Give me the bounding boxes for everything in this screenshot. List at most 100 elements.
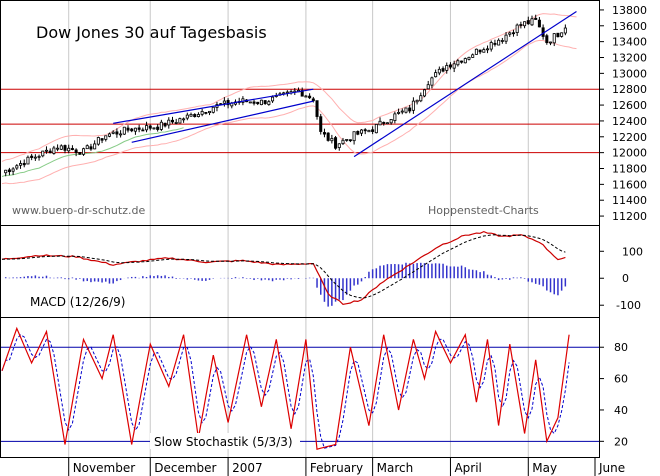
candle-body (167, 119, 171, 126)
candle-body (415, 99, 419, 103)
candle-body (104, 135, 108, 140)
candle-body (404, 107, 408, 113)
candle-body (330, 138, 334, 142)
candle-body (526, 20, 530, 25)
candle-body (408, 107, 412, 112)
price-tick-label: 13600 (612, 20, 647, 33)
candle-body (430, 77, 434, 86)
candle-body (133, 127, 137, 132)
month-label: May (532, 461, 557, 475)
macd-panel: 100 0 -100 MACD (12/26/9) (0, 225, 643, 318)
candle-body (111, 131, 115, 134)
candle-body (382, 122, 386, 124)
price-tick-label: 12000 (612, 147, 647, 160)
macd-lines (1, 230, 566, 306)
candle-body (460, 60, 464, 63)
candle-body (515, 24, 519, 33)
candle-body (130, 128, 134, 132)
candle-body (482, 49, 486, 53)
lower-band (1, 39, 577, 185)
candle-body (426, 84, 430, 90)
stochastic-tick-label: 20 (614, 435, 628, 448)
candle-body (252, 101, 256, 104)
candle-body (322, 132, 326, 135)
candle-body (456, 60, 460, 66)
candle-body (393, 113, 397, 121)
candle-body (37, 155, 41, 158)
candle-body (560, 32, 564, 37)
candle-body (208, 110, 212, 114)
price-panel: 11200 11400 11600 11800 12000 12200 12400 12600… (0, 0, 647, 458)
macd-tick-label: 100 (622, 245, 643, 258)
candle-body (285, 91, 289, 94)
macd-tick-label: 0 (622, 272, 629, 285)
candle-body (263, 100, 267, 104)
candle-body (119, 133, 123, 136)
candle-body (248, 101, 252, 104)
price-tick-label: 13800 (612, 4, 647, 17)
price-tick-label: 13200 (612, 52, 647, 65)
candle-body (93, 143, 97, 150)
candle-body (96, 137, 100, 145)
candle-body (107, 133, 111, 137)
candle-body (63, 145, 67, 151)
candle-body (519, 24, 523, 26)
resistance-levels (0, 88, 600, 154)
candle-body (493, 42, 497, 45)
candle-body (511, 32, 515, 35)
stochastic-tick-label: 40 (614, 404, 628, 417)
candle-body (74, 149, 78, 153)
candle-body (334, 137, 338, 149)
candle-body (70, 148, 74, 150)
candle-body (497, 39, 501, 46)
candle-body (159, 121, 163, 130)
macd-label: MACD (12/26/9) (30, 295, 125, 309)
candle-body (545, 35, 549, 44)
price-tick-label: 13000 (612, 67, 647, 80)
price-y-ticks: 11200 11400 11600 11800 12000 12200 12400 12600… (600, 4, 647, 223)
candle-body (193, 114, 197, 118)
candle-body (530, 18, 534, 26)
candle-body (189, 114, 193, 117)
stochastic-k-line (1, 326, 570, 450)
macd-histogram (4, 262, 567, 307)
candle-body (204, 111, 208, 114)
macd-tick-label: -100 (616, 299, 641, 312)
candle-body (89, 146, 93, 150)
candle-body (423, 89, 427, 97)
price-tick-label: 11400 (612, 194, 647, 207)
candle-body (448, 64, 452, 68)
candle-body (478, 49, 482, 53)
stochastic-panel: 80 60 40 20 Slow Stochastik (5/3/3) (0, 317, 628, 458)
moving-average-line (1, 127, 184, 177)
candle-body (311, 98, 315, 102)
candle-body (437, 68, 441, 74)
candle-body (174, 122, 178, 124)
candle-body (348, 139, 352, 142)
candle-body (30, 155, 34, 158)
stochastic-label-bg (150, 433, 300, 449)
candle-body (211, 106, 215, 113)
candle-body (19, 163, 23, 166)
stochastic-tick-label: 60 (614, 373, 628, 386)
price-tick-label: 11200 (612, 210, 647, 223)
candle-body (100, 138, 104, 141)
candle-body (259, 99, 263, 106)
candle-body (226, 100, 230, 106)
macd-line (1, 230, 566, 306)
month-label: December (154, 461, 216, 475)
candle-body (196, 114, 200, 117)
candle-body (145, 125, 149, 131)
candle-body (271, 96, 275, 102)
candle-body (556, 32, 560, 38)
month-label: 2007 (232, 461, 263, 475)
candle-body (67, 147, 71, 152)
candle-body (33, 156, 37, 159)
candle-body (41, 150, 45, 157)
candle-body (319, 116, 323, 132)
candle-body (363, 129, 367, 132)
candle-body (552, 33, 556, 44)
candle-body (563, 27, 567, 34)
candle-body (304, 95, 308, 98)
